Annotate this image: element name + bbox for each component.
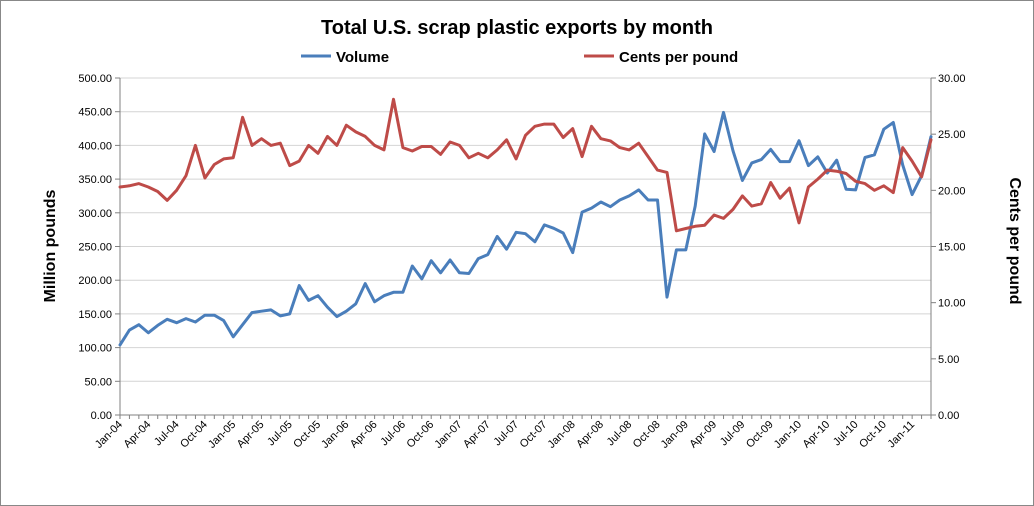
right-axis-ticks: 0.00 5.00 10.00 15.00 20.00 25.00 30.00 — [931, 73, 966, 422]
x-tick-label: Jan-09 — [659, 419, 691, 451]
left-tick-label: 500.00 — [78, 73, 112, 85]
x-tick-label: Apr-10 — [801, 419, 833, 451]
x-tick-label: Jan-11 — [886, 419, 918, 451]
left-tick-label: 200.00 — [78, 275, 112, 287]
left-tick-label: 100.00 — [78, 343, 112, 355]
x-tick-label: Apr-08 — [574, 419, 606, 451]
series — [118, 97, 933, 347]
left-tick-label: 350.00 — [78, 174, 112, 186]
legend: Volume Cents per pound — [301, 49, 738, 66]
series-line-cents-per-pound — [118, 97, 933, 233]
x-tick-label: Jul-08 — [605, 419, 635, 449]
series-line-volume — [118, 110, 933, 347]
right-tick-label: 15.00 — [938, 242, 966, 254]
legend-label-cents: Cents per pound — [619, 49, 738, 66]
x-tick-label: Oct-04 — [178, 419, 210, 451]
left-tick-label: 150.00 — [78, 309, 112, 321]
x-tick-label: Jan-08 — [545, 419, 577, 451]
x-tick-label: Jan-07 — [432, 419, 464, 451]
x-tick-label: Jan-10 — [772, 419, 804, 451]
x-tick-label: Jan-04 — [93, 419, 125, 451]
x-tick-label: Jul-05 — [265, 419, 295, 449]
x-tick-label: Jul-09 — [718, 419, 748, 449]
x-tick-label: Oct-10 — [857, 419, 889, 451]
x-tick-label: Apr-05 — [235, 419, 267, 451]
right-tick-label: 25.00 — [938, 129, 966, 141]
chart-title: Total U.S. scrap plastic exports by mont… — [321, 17, 713, 39]
left-tick-label: 400.00 — [78, 140, 112, 152]
right-tick-label: 30.00 — [938, 73, 966, 85]
x-tick-label: Oct-07 — [518, 419, 550, 451]
x-axis-ticks: Jan-04Apr-04Jul-04Oct-04Jan-05Apr-05Jul-… — [93, 415, 932, 451]
left-tick-label: 250.00 — [78, 242, 112, 254]
x-tick-label: Apr-04 — [122, 419, 154, 451]
left-tick-label: 450.00 — [78, 107, 112, 119]
right-tick-label: 20.00 — [938, 185, 966, 197]
left-tick-label: 50.00 — [84, 376, 112, 388]
x-tick-label: Jul-04 — [152, 419, 182, 449]
x-tick-label: Jan-06 — [319, 419, 351, 451]
left-axis-ticks: 0.00 50.00 100.00 150.00 200.00 250.00 300.00 3… — [78, 73, 120, 422]
x-tick-label: Oct-05 — [291, 419, 323, 451]
x-tick-label: Jan-05 — [206, 419, 238, 451]
left-axis-title: Million pounds — [42, 189, 59, 302]
x-tick-label: Oct-09 — [744, 419, 776, 451]
legend-label-volume: Volume — [336, 49, 389, 66]
x-tick-label: Jul-07 — [492, 419, 522, 449]
x-tick-label: Jul-06 — [378, 419, 408, 449]
x-tick-label: Jul-10 — [831, 419, 861, 449]
right-axis-title: Cents per pound — [1006, 177, 1023, 304]
x-tick-label: Apr-09 — [687, 419, 719, 451]
right-tick-label: 10.00 — [938, 298, 966, 310]
right-tick-label: 5.00 — [938, 354, 959, 366]
left-tick-label: 0.00 — [91, 410, 112, 422]
left-tick-label: 300.00 — [78, 208, 112, 220]
x-tick-label: Apr-06 — [348, 419, 380, 451]
right-tick-label: 0.00 — [938, 410, 959, 422]
x-tick-label: Oct-08 — [631, 419, 663, 451]
x-tick-label: Apr-07 — [461, 419, 493, 451]
x-tick-label: Oct-06 — [404, 419, 436, 451]
